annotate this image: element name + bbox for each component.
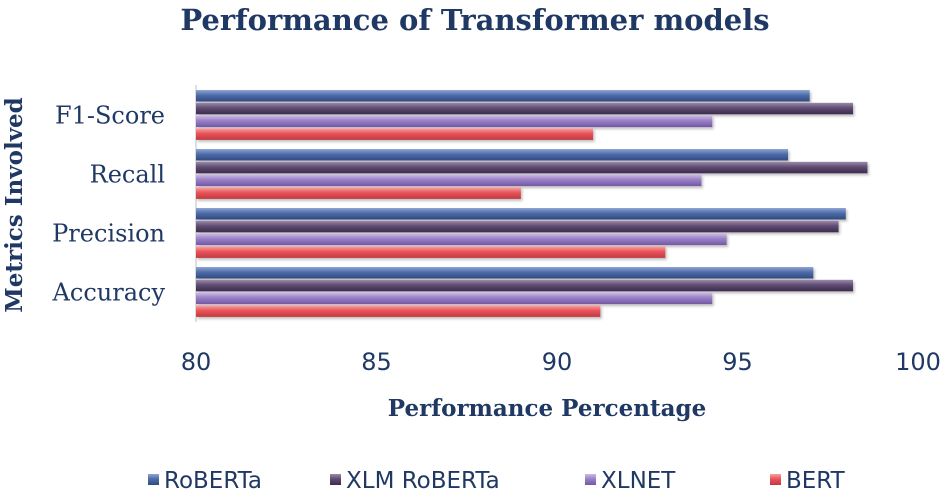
x-tick-label: 90 <box>542 348 573 376</box>
legend-swatch <box>770 474 781 485</box>
category-labels: F1-Score Recall Precision Accuracy <box>52 102 166 307</box>
legend-label: BERT <box>786 468 846 492</box>
chart-title: Performance of Transformer models <box>180 3 769 37</box>
y-axis-title: Metrics Involved <box>1 97 28 313</box>
legend-swatch <box>148 474 159 485</box>
x-axis-title: Performance Percentage <box>388 395 706 422</box>
category-label: Accuracy <box>52 279 166 307</box>
bar-accuracy-xlnet <box>196 292 713 305</box>
bar-recall-bert <box>196 187 521 199</box>
legend-swatch <box>585 474 596 485</box>
bar-f1-score-xlnet <box>196 115 713 128</box>
bar-precision-xlnet <box>196 233 727 246</box>
legend-label: XLM RoBERTa <box>346 468 500 492</box>
bar-precision-xlm-roberta <box>196 220 839 233</box>
x-tick-label: 85 <box>361 348 392 376</box>
x-tick-label: 95 <box>722 348 753 376</box>
bars-group <box>196 90 868 317</box>
x-tick-label: 100 <box>895 348 941 376</box>
bar-precision-bert <box>196 246 666 258</box>
category-label: F1-Score <box>55 102 165 130</box>
legend-swatch <box>330 474 341 485</box>
bar-accuracy-xlm-roberta <box>196 279 854 292</box>
bar-accuracy-bert <box>196 305 601 317</box>
x-tick-labels: 80 85 90 95 100 <box>181 348 941 376</box>
category-label: Precision <box>52 220 165 248</box>
x-tick-label: 80 <box>181 348 212 376</box>
bar-f1-score-roberta <box>196 90 810 102</box>
bar-f1-score-xlm-roberta <box>196 102 854 115</box>
bar-f1-score-bert <box>196 128 594 140</box>
category-label: Recall <box>90 161 165 189</box>
legend-label: XLNET <box>601 468 676 492</box>
legend: RoBERTa XLM RoBERTa XLNET BERT <box>148 468 846 492</box>
bar-recall-xlm-roberta <box>196 161 868 174</box>
bar-precision-roberta <box>196 208 846 220</box>
legend-label: RoBERTa <box>164 468 262 492</box>
bar-recall-xlnet <box>196 174 702 187</box>
bar-accuracy-roberta <box>196 267 814 279</box>
bar-recall-roberta <box>196 149 789 161</box>
